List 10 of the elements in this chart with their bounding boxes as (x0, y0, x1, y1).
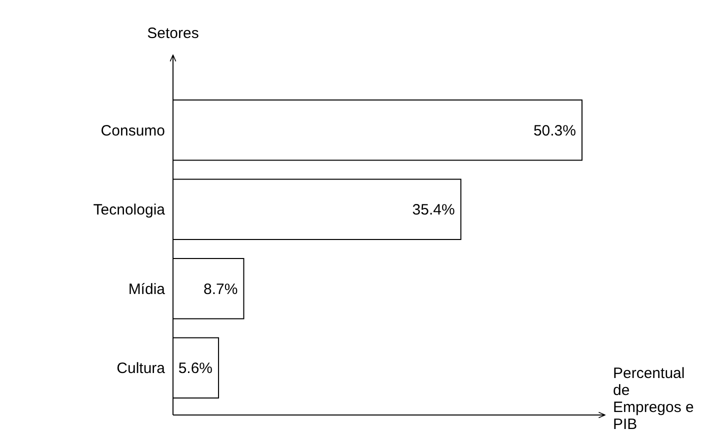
y-tick-label: Mídia (128, 280, 166, 298)
y-tick-label: Cultura (116, 360, 166, 378)
y-axis-title: Setores (147, 25, 199, 42)
data-label: 50.3% (533, 122, 576, 140)
x-axis-title: Percentual de Empregos e PIB (613, 365, 694, 433)
y-tick-label: Tecnologia (93, 202, 166, 219)
data-label: 8.7% (204, 280, 238, 298)
data-label: 5.6% (178, 360, 213, 378)
y-tick-label: Consumo (100, 122, 165, 140)
data-label: 35.4% (412, 202, 455, 219)
